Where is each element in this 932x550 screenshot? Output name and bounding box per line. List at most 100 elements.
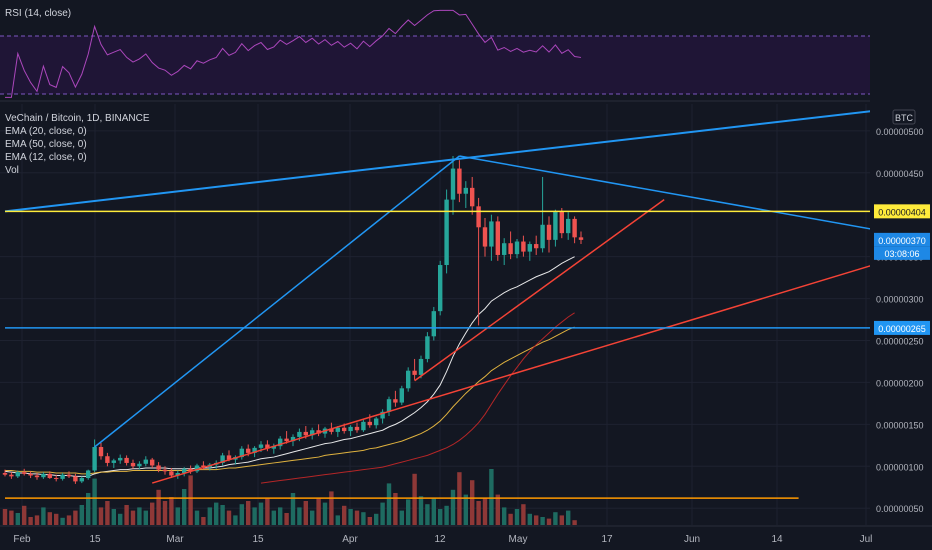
volume-bar [111, 509, 116, 525]
candle-body [9, 474, 14, 477]
time-tick-label: Jun [684, 534, 700, 545]
candle-body [502, 243, 507, 255]
time-tick-label: 12 [434, 534, 446, 545]
trendline [151, 250, 921, 484]
candle-body [406, 370, 411, 389]
volume-bar [572, 520, 577, 525]
volume-bar [28, 517, 33, 525]
time-tick-label: Mar [166, 534, 184, 545]
volume-bar [118, 513, 123, 525]
rsi-band [0, 36, 870, 94]
resistance-badge-box [874, 204, 930, 219]
candle-body [22, 472, 27, 474]
volume-bar [201, 517, 206, 525]
volume-bar [207, 507, 212, 525]
volume-bar [553, 512, 558, 525]
ema-lines [4, 256, 575, 484]
last-price-badge-text: 0.00000370 [878, 236, 926, 246]
time-tick-label: 17 [601, 534, 613, 545]
trendline [414, 198, 665, 382]
volume-bar [194, 510, 200, 525]
candle-body [66, 474, 72, 477]
volume-bar [367, 517, 372, 525]
candle-body [348, 426, 353, 432]
volume-bar [150, 502, 155, 525]
candle-body [150, 459, 155, 466]
candle-body [118, 457, 123, 461]
volume-bar [540, 517, 545, 525]
volume-bar [534, 515, 539, 525]
volume-bar [182, 489, 187, 525]
candle-body [476, 206, 481, 228]
volume-bar [546, 518, 552, 525]
candle-body [431, 311, 436, 337]
vol-label[interactable]: Vol [5, 165, 19, 176]
trendline [94, 155, 460, 448]
volume-bar [450, 489, 456, 525]
volume-bar [130, 510, 136, 525]
volume-bar [54, 513, 59, 525]
volume-bar [361, 512, 366, 525]
volume-bar [246, 501, 251, 525]
candle-body [124, 457, 129, 463]
volume-bar [412, 473, 417, 525]
volume-bar [220, 505, 225, 525]
volume-bar [438, 509, 443, 525]
candle-body [342, 427, 347, 432]
price-badges: 0.00000404 0.00000370 03:08:06 0.00000265 [874, 204, 930, 335]
volume-bar [73, 510, 78, 525]
candle-body [156, 465, 161, 470]
ema50-label[interactable]: EMA (50, close, 0) [5, 139, 87, 150]
candle-body [92, 447, 97, 471]
ema12-label[interactable]: EMA (12, close, 0) [5, 152, 87, 163]
candle-body [105, 456, 110, 463]
candle-body [246, 448, 251, 453]
volume-bar [137, 507, 142, 525]
candle-body [130, 462, 136, 467]
volume-bar [348, 509, 353, 525]
candle-body [162, 469, 168, 472]
volume-bar [380, 502, 385, 525]
volume-bar [470, 480, 475, 525]
price-tick-label: 0.00000250 [876, 336, 924, 346]
candle-body [444, 199, 449, 266]
candle-body [226, 455, 232, 460]
volume-bar [425, 504, 430, 525]
time-tick-label: 15 [252, 534, 264, 545]
candle-body [79, 478, 84, 482]
candle-body [470, 187, 475, 207]
volume-bar [374, 513, 379, 525]
volume-bar [476, 501, 481, 525]
volume-bar [233, 515, 238, 525]
candle-body [425, 336, 430, 359]
candle-body [297, 431, 302, 437]
candle-body [28, 473, 33, 476]
candle-body [527, 244, 532, 252]
ema50-line [5, 326, 575, 475]
candle-body [540, 224, 545, 249]
volume-bar [105, 501, 110, 525]
volume-bar [143, 510, 148, 525]
support-badge-text: 0.00000265 [878, 324, 926, 334]
candle-body [239, 448, 244, 458]
volume-bar [322, 502, 328, 525]
time-tick-label: Apr [342, 534, 358, 545]
volume-bar [527, 513, 532, 525]
price-tick-label: 0.00000100 [876, 462, 924, 472]
price-axis[interactable]: 0.000005000.000004500.000003500.00000300… [870, 0, 932, 550]
candle-body [60, 474, 65, 479]
candle-body [482, 227, 488, 247]
candle-body [329, 428, 334, 432]
currency-label: BTC [895, 113, 914, 123]
candle-body [534, 244, 539, 249]
price-tick-label: 0.00000050 [876, 504, 924, 514]
candle-body [284, 438, 289, 442]
time-axis[interactable]: Feb 15 Mar 15 Apr 12 May 17 Jun 14 Jul [0, 525, 932, 545]
candle-body [54, 478, 59, 480]
ema20-label[interactable]: EMA (20, close, 0) [5, 126, 87, 137]
symbol-label[interactable]: VeChain / Bitcoin, 1D, BINANCE [5, 113, 150, 124]
candle-body [278, 438, 283, 447]
candle-body [566, 218, 571, 234]
volume-bar [386, 483, 392, 525]
